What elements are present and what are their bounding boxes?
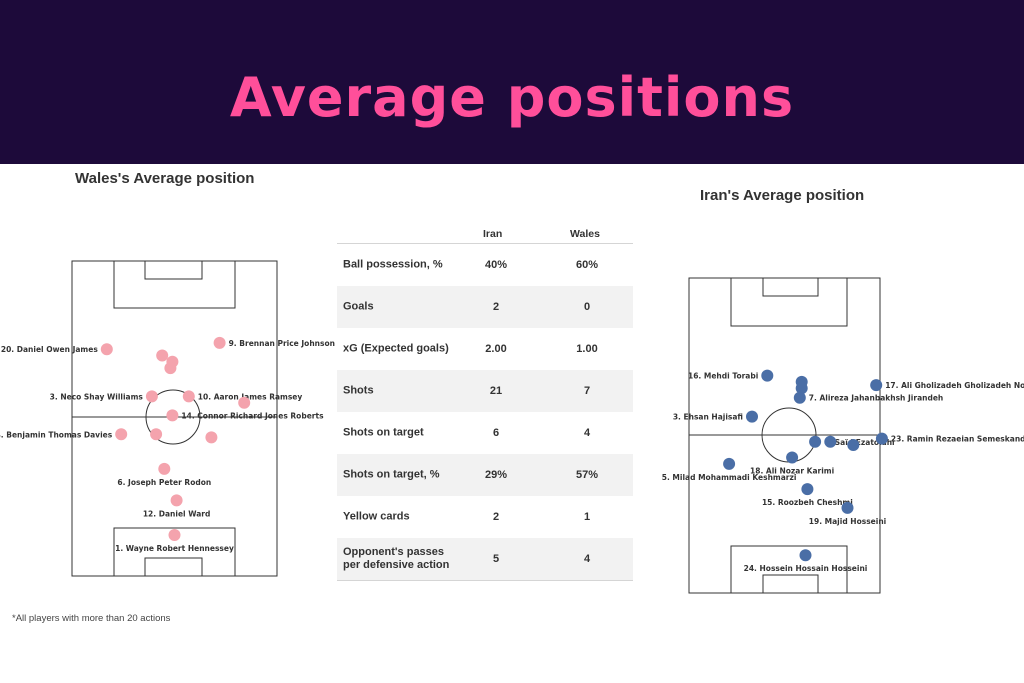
player-marker	[786, 451, 799, 464]
stats-row: Ball possession, % 40% 60%	[337, 244, 633, 286]
player-label: 6. Joseph Peter Rodon	[117, 478, 211, 487]
stats-row: Yellow cards 2 1	[337, 496, 633, 538]
stat-label: Shots	[343, 384, 374, 397]
iran-chart-title: Iran's Average position	[700, 187, 865, 204]
player-label: 3. Ehsan Hajisafi	[673, 413, 743, 422]
player-label: 18. Ali Nozar Karimi	[750, 467, 834, 476]
header-iran: Iran	[483, 228, 503, 240]
player-label: 7. Alireza Jahanbakhsh Jirandeh	[809, 394, 943, 403]
stat-value-wales: 4	[583, 553, 591, 565]
player-marker	[875, 432, 888, 445]
stat-value-iran: 40%	[484, 259, 508, 271]
player-marker	[168, 529, 181, 541]
stat-value-iran: 29%	[484, 469, 508, 481]
banner: Average positions	[0, 0, 1024, 164]
header-wales: Wales	[570, 228, 600, 240]
player-marker	[793, 391, 806, 404]
player-marker	[164, 362, 177, 375]
player-label: 20. Daniel Owen James	[1, 345, 98, 354]
player-label: 10. Aaron James Ramsey	[198, 392, 303, 401]
player-marker	[238, 396, 251, 409]
player-marker	[723, 457, 736, 470]
stat-value-wales: 57%	[575, 469, 599, 481]
player-label: 12. Daniel Ward	[143, 509, 211, 518]
stat-value-iran: 2.00	[485, 343, 507, 355]
player-marker	[809, 435, 822, 448]
player-marker	[847, 439, 860, 451]
stat-label: Shots on target	[343, 426, 424, 439]
player-marker	[795, 382, 808, 395]
page-title: Average positions	[229, 66, 795, 129]
player-marker	[213, 336, 226, 349]
wales-chart-title: Wales's Average position	[75, 170, 255, 187]
stat-label: Opponent's passes per defensive action	[343, 546, 450, 571]
stats-table-header: Iran Wales	[337, 225, 633, 244]
player-label: 16. Mehdi Torabi	[688, 372, 758, 381]
player-label: 15. Roozbeh Cheshmi	[762, 498, 853, 507]
stat-label: xG (Expected goals)	[343, 342, 449, 355]
player-marker	[746, 410, 758, 423]
player-marker	[799, 549, 812, 562]
stats-table: Iran Wales Ball possession, % 40% 60% Goals…	[337, 225, 633, 581]
player-label: 24. Hossein Hossain Hosseini	[744, 564, 868, 573]
stats-row: Shots on target 6 4	[337, 412, 633, 454]
stat-label: Goals	[343, 300, 374, 313]
player-marker	[100, 343, 113, 356]
stats-row: Shots on target, % 29% 57%	[337, 454, 633, 496]
stats-row: Shots 21 7	[337, 370, 633, 412]
player-marker	[761, 369, 774, 382]
stats-row: Goals 2 0	[337, 286, 633, 328]
player-marker	[801, 483, 814, 496]
player-marker	[115, 428, 128, 441]
player-label: 19. Majid Hosseini	[809, 517, 886, 526]
stat-value-iran: 2	[492, 511, 500, 523]
stats-row: xG (Expected goals) 2.00 1.00	[337, 328, 633, 370]
player-marker	[145, 390, 158, 403]
player-label: 6. Saïd Ezatolahi	[824, 438, 895, 447]
player-label: 4. Benjamin Thomas Davies	[0, 430, 113, 439]
player-marker	[182, 390, 195, 403]
stat-label: Shots on target, %	[343, 468, 440, 481]
stat-value-wales: 1	[583, 511, 591, 523]
player-label: 1. Wayne Robert Hennessey	[115, 544, 234, 553]
stat-value-wales: 7	[583, 385, 591, 397]
stat-label: Yellow cards	[343, 510, 410, 523]
player-marker	[150, 428, 163, 441]
player-marker	[166, 409, 179, 422]
stat-value-iran: 21	[489, 385, 503, 397]
player-label: 17. Ali Gholizadeh Gholizadeh Nojedeh	[885, 381, 1024, 390]
stats-row: Opponent's passes per defensive action 5 4	[337, 538, 633, 580]
player-label: 14. Connor Richard Jones Roberts	[181, 411, 324, 420]
player-marker	[170, 494, 183, 507]
stat-value-wales: 4	[583, 427, 591, 439]
stat-value-iran: 2	[492, 301, 500, 313]
iran-player-markers: 16. Mehdi Torabi 17. Ali Gholizadeh Gholi…	[662, 369, 1024, 573]
player-marker	[824, 435, 837, 448]
stat-value-iran: 6	[492, 427, 500, 439]
player-marker	[841, 501, 854, 514]
stat-value-iran: 5	[492, 553, 500, 565]
player-marker	[158, 462, 171, 475]
player-label: 23. Ramin Rezaeian Semeskandi	[891, 435, 1024, 444]
stats-table-body: Ball possession, % 40% 60% Goals 2 0 xG (Expec…	[337, 244, 633, 580]
player-label: 5. Milad Mohammadi Keshmarzi	[662, 473, 797, 482]
player-marker	[205, 431, 218, 444]
footnote: *All players with more than 20 actions	[12, 613, 171, 624]
stat-value-wales: 0	[583, 301, 591, 313]
player-marker	[156, 349, 169, 362]
player-label: 9. Brennan Price Johnson	[229, 339, 335, 348]
player-label: 3. Neco Shay Williams	[50, 392, 144, 401]
stat-value-wales: 60%	[575, 259, 599, 271]
stat-value-wales: 1.00	[576, 343, 598, 355]
player-marker	[870, 379, 883, 392]
stat-label: Ball possession, %	[343, 258, 443, 271]
wales-player-markers: 20. Daniel Owen James 9. Brennan Price Jo…	[0, 336, 335, 553]
